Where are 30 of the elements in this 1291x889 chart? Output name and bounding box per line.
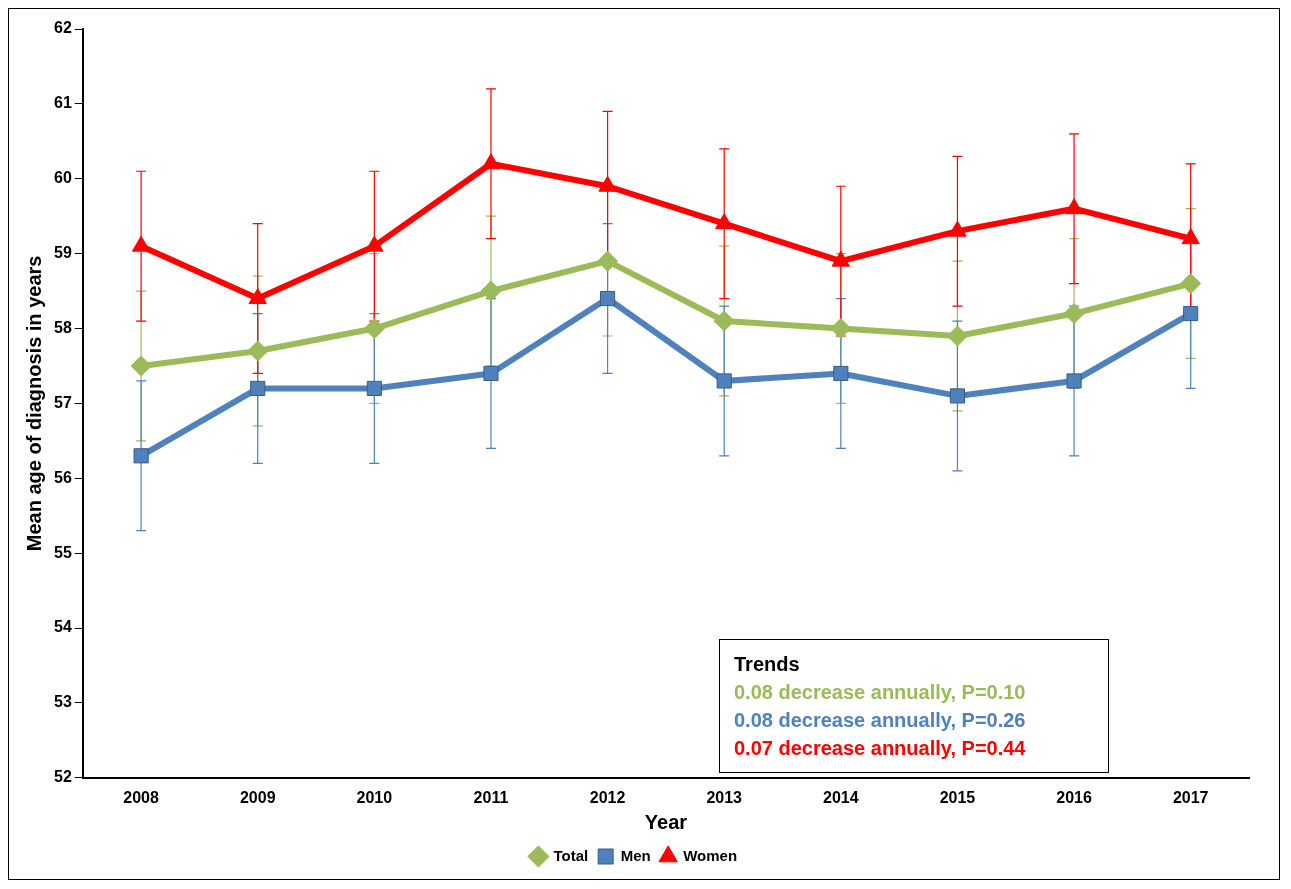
x-tick-label: 2011 bbox=[473, 788, 509, 806]
x-tick-label: 2008 bbox=[123, 788, 160, 806]
x-tick-label: 2013 bbox=[706, 788, 743, 806]
y-tick-label: 55 bbox=[54, 543, 72, 561]
y-tick-label: 62 bbox=[54, 19, 72, 37]
x-tick-label: 2009 bbox=[239, 788, 276, 806]
y-tick-label: 53 bbox=[54, 693, 72, 711]
x-tick-label: 2017 bbox=[1172, 788, 1209, 806]
x-tick-label: 2014 bbox=[823, 788, 859, 806]
legend-label: Women bbox=[683, 846, 738, 864]
y-tick-label: 58 bbox=[54, 318, 72, 336]
y-tick-label: 60 bbox=[54, 169, 72, 187]
y-tick-label: 57 bbox=[54, 393, 72, 411]
legend-label: Total bbox=[553, 846, 589, 864]
annotation: 0.08 decrease annually, P=0.26 bbox=[734, 708, 1027, 733]
annotation: 0.07 decrease annually, P=0.44 bbox=[734, 736, 1027, 761]
x-tick-label: 2010 bbox=[356, 788, 393, 806]
x-tick-label: 2012 bbox=[589, 788, 626, 806]
x-tick-label: 2015 bbox=[939, 788, 976, 806]
annotation: 0.08 decrease annually, P=0.10 bbox=[734, 680, 1027, 705]
legend-label: Men bbox=[620, 846, 651, 864]
x-tick-label: 2016 bbox=[1056, 788, 1092, 806]
y-tick-label: 52 bbox=[54, 768, 72, 786]
y-tick-label: 61 bbox=[54, 94, 72, 112]
x-axis-title: Year bbox=[644, 810, 688, 833]
y-axis-title: Mean age of diagnosis in years bbox=[22, 255, 45, 552]
y-tick-label: 59 bbox=[54, 244, 72, 262]
y-tick-label: 54 bbox=[54, 618, 72, 636]
annotation: Trends bbox=[734, 652, 801, 677]
y-tick-label: 56 bbox=[54, 468, 72, 486]
